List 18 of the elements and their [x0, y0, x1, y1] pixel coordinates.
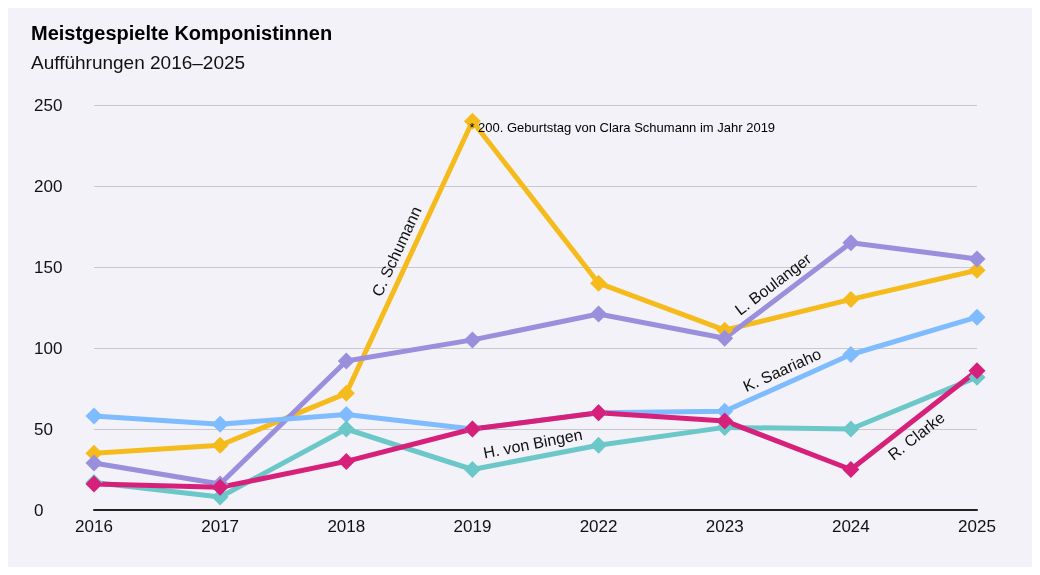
x-tick-label: 2022 [579, 517, 618, 536]
x-tick-label: 2024 [831, 517, 870, 536]
x-tick-label: 2016 [75, 517, 113, 536]
y-tick-label: 50 [34, 419, 53, 439]
y-tick-label: 150 [34, 257, 63, 277]
x-tick-label: 2019 [453, 517, 492, 536]
chart-subtitle: Aufführungen 2016–2025 [31, 52, 246, 73]
chart-title: Meistgespielte Komponistinnen [31, 22, 333, 44]
annotation: * 200. Geburtstag von Clara Schumann im Jahr 2019 [469, 119, 776, 135]
y-tick-label: 200 [34, 176, 63, 196]
x-tick-label: 2023 [705, 517, 744, 536]
x-tick-label: 2017 [201, 517, 240, 536]
text: H. von Bingen [481, 425, 584, 462]
x-tick-label: 2018 [327, 517, 366, 536]
y-tick-label: 100 [34, 338, 63, 358]
y-tick-label: 0 [34, 500, 44, 520]
x-tick-label: 2025 [958, 517, 996, 536]
y-tick-label: 250 [34, 95, 63, 115]
